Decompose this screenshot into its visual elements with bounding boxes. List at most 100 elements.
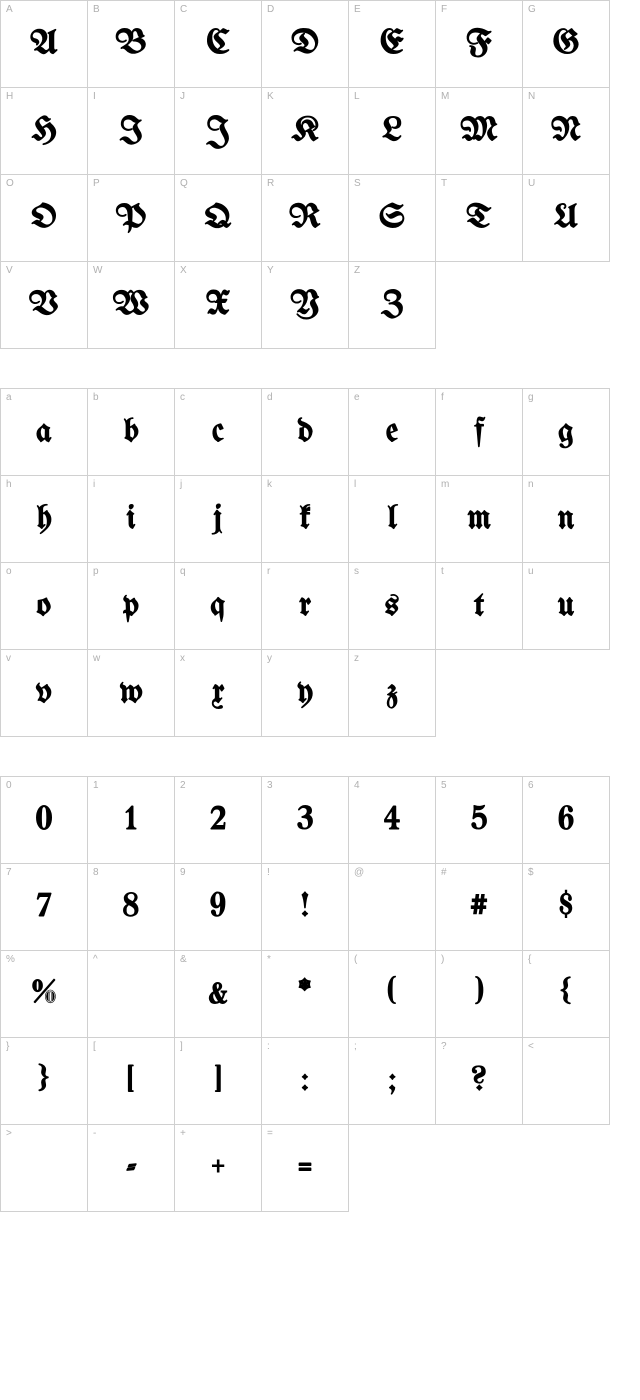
glyph-cell: ff [435,388,523,476]
glyph-label: G [528,4,536,15]
glyph-label: h [6,479,12,490]
glyph-label: e [354,392,360,403]
glyph-cell: }} [0,1037,88,1125]
glyph-cell: BB [87,0,175,88]
glyph-character: s [385,589,399,623]
glyph-character: j [214,502,222,536]
glyph-label: a [6,392,12,403]
glyph-cell: ss [348,562,436,650]
glyph-character: C [206,27,229,61]
glyph-label: M [441,91,449,102]
glyph-grid: AABBCCDDEEFFGGHHIIJJKKLLMMNNOOPPQQRRSSTT… [0,0,630,348]
glyph-character: c [212,415,224,449]
glyph-cell: dd [261,388,349,476]
glyph-cell: HH [0,87,88,175]
glyph-label: J [180,91,185,102]
glyph-label: b [93,392,99,403]
glyph-cell: (( [348,950,436,1038]
glyph-label: ^ [93,954,98,965]
glyph-label: 2 [180,780,186,791]
glyph-cell: TT [435,174,523,262]
glyph-character: k [299,502,310,536]
glyph-character: W [113,288,150,322]
glyph-character: Z [381,288,404,322]
glyph-cell: MM [435,87,523,175]
glyph-cell: SS [348,174,436,262]
glyph-label: o [6,566,12,577]
glyph-cell: > [0,1124,88,1212]
glyph-label: < [528,1041,534,1052]
glyph-cell: CC [174,0,262,88]
glyph-cell: @ [348,863,436,951]
glyph-character: X [206,288,231,322]
glyph-label: { [528,954,531,965]
glyph-label: x [180,653,185,664]
glyph-cell: 22 [174,776,262,864]
glyph-character: z [386,676,397,710]
glyph-character: ! [301,890,309,924]
glyph-label: g [528,392,534,403]
glyph-character: + [211,1151,224,1185]
glyph-cell: II [87,87,175,175]
glyph-label: d [267,392,273,403]
glyph-label: 4 [354,780,360,791]
glyph-label: W [93,265,102,276]
glyph-character: y [297,676,313,710]
glyph-label: & [180,954,187,965]
glyph-label: I [93,91,96,102]
glyph-grid: 00112233445566778899!!@##$$%%^&&**(()){{… [0,776,630,1211]
glyph-cell: 88 [87,863,175,951]
glyph-label: ( [354,954,357,965]
glyph-cell: cc [174,388,262,476]
glyph-label: X [180,265,187,276]
glyph-character: I [119,114,142,148]
glyph-character: ) [475,977,483,1011]
glyph-label: 5 [441,780,447,791]
glyph-cell: WW [87,261,175,349]
glyph-label: m [441,479,449,490]
glyph-character: n [557,502,574,536]
glyph-label: T [441,178,447,189]
glyph-label: F [441,4,447,15]
glyph-label: ! [267,867,270,878]
glyph-cell: ww [87,649,175,737]
glyph-label: # [441,867,447,878]
glyph-cell: FF [435,0,523,88]
glyph-label: n [528,479,534,490]
glyph-character: H [32,114,57,148]
glyph-label: Q [180,178,188,189]
glyph-character: : [302,1064,309,1098]
glyph-character: { [560,977,571,1011]
glyph-cell: :: [261,1037,349,1125]
glyph-character: h [36,502,51,536]
glyph-character: } [38,1064,49,1098]
glyph-label: U [528,178,535,189]
glyph-label: K [267,91,274,102]
glyph-label: S [354,178,361,189]
glyph-cell: pp [87,562,175,650]
glyph-cell: [[ [87,1037,175,1125]
glyph-cell: 66 [522,776,610,864]
glyph-label: * [267,954,271,965]
glyph-label: @ [354,867,364,878]
glyph-label: 0 [6,780,12,791]
glyph-cell: nn [522,475,610,563]
glyph-character: t [474,589,485,623]
glyph-cell: ;; [348,1037,436,1125]
glyph-character: u [557,589,574,623]
glyph-label: q [180,566,186,577]
glyph-cell: %% [0,950,88,1038]
glyph-label: l [354,479,356,490]
glyph-character: 5 [471,803,487,837]
glyph-cell: DD [261,0,349,88]
glyph-cell: tt [435,562,523,650]
glyph-cell: ^ [87,950,175,1038]
glyph-label: s [354,566,359,577]
glyph-cell: oo [0,562,88,650]
glyph-label: B [93,4,100,15]
glyph-cell: 99 [174,863,262,951]
glyph-label: z [354,653,359,664]
glyph-cell: && [174,950,262,1038]
glyph-character: o [37,589,51,623]
glyph-character: Y [290,288,319,322]
